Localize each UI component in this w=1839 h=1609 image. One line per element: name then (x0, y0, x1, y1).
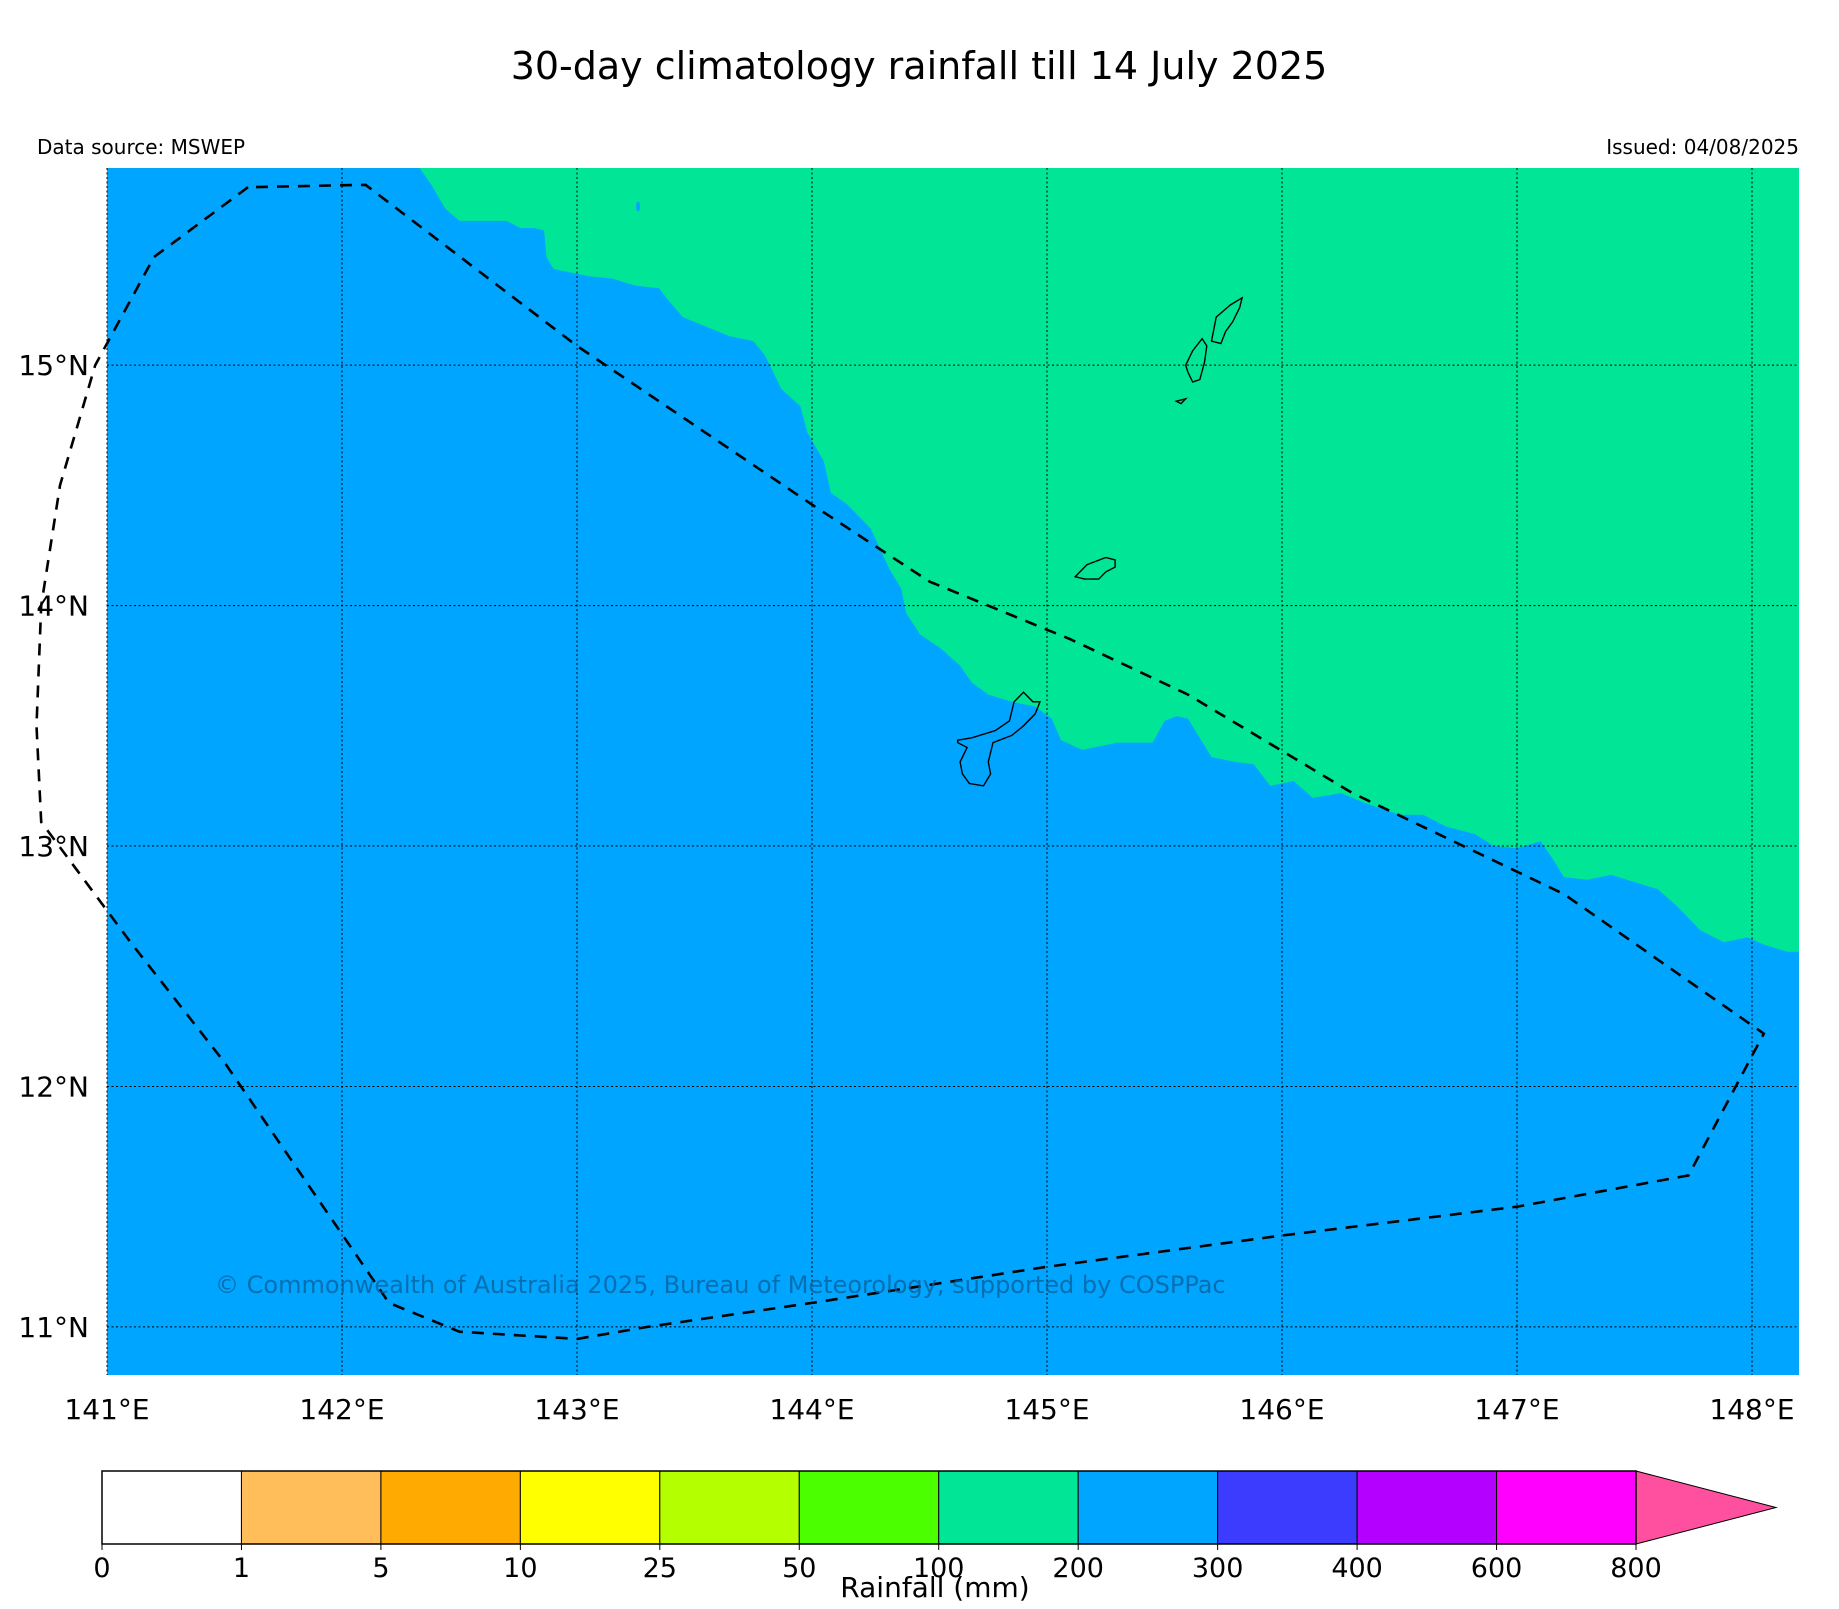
lat-tick-label: 15°N (18, 349, 89, 382)
data-source-label: Data source: MSWEP (37, 135, 245, 159)
colorbar-tick-label: 10 (503, 1553, 537, 1584)
map-area: © Commonwealth of Australia 2025, Bureau… (35, 168, 1800, 1375)
lat-tick-label: 11°N (18, 1311, 89, 1344)
colorbar-swatch (1496, 1470, 1637, 1545)
island-outline-rota (1073, 556, 1116, 580)
eez-boundary-line (35, 183, 1766, 1341)
axis-tick-labels: 141°E 142°E 143°E 144°E 145°E 146°E 147°E 148°E… (18, 349, 1794, 1426)
map-title: 30-day climatology rainfall till 14 July… (511, 44, 1328, 88)
copyright-notice: © Commonwealth of Australia 2025, Bureau… (215, 1271, 1226, 1299)
colorbar-tick-label: 5 (372, 1553, 389, 1584)
issued-date-label: Issued: 04/08/2025 (1606, 135, 1799, 159)
islands (957, 296, 1244, 787)
rainfall-zone-anomaly (636, 201, 641, 212)
lon-tick-label: 143°E (534, 1393, 619, 1426)
rainfall-zone-100-200 (419, 168, 1800, 952)
lat-tick-label: 12°N (18, 1070, 89, 1103)
colorbar-swatch (1356, 1470, 1498, 1545)
colorbar-tick-label: 400 (1331, 1553, 1383, 1584)
gridlines (106, 168, 1799, 1375)
lon-tick-label: 145°E (1004, 1393, 1089, 1426)
colorbar-swatch (240, 1470, 382, 1545)
colorbar-tick-label: 0 (93, 1553, 110, 1584)
colorbar-tick-label: 50 (782, 1553, 816, 1584)
colorbar-tick-label: 300 (1192, 1553, 1244, 1584)
island-outline-saipan (1184, 337, 1208, 383)
colorbar-swatch (1217, 1470, 1358, 1545)
island-outline-tinian (1174, 397, 1188, 405)
colorbar-extend-arrow (1635, 1470, 1778, 1545)
colorbar-frame (101, 1470, 1637, 1545)
colorbar-tick-label: 800 (1610, 1553, 1662, 1584)
colorbar-label: Rainfall (mm) (840, 1571, 1029, 1604)
colorbar-swatch (659, 1470, 800, 1545)
lon-tick-label: 146°E (1239, 1393, 1324, 1426)
colorbar-tick-label: 100 (913, 1553, 965, 1584)
colorbar-swatch (101, 1470, 242, 1545)
island-outline-farallon (1210, 296, 1244, 345)
colorbar-tick-label: 200 (1052, 1553, 1104, 1584)
lon-tick-label: 147°E (1474, 1393, 1559, 1426)
colorbar-tick-label: 1 (233, 1553, 250, 1584)
colorbar-swatch (380, 1470, 521, 1545)
colorbar-swatch (798, 1470, 940, 1545)
colorbar: 0 1 5 10 25 50 100 200 300 400 600 800 (93, 1470, 1778, 1584)
lat-tick-label: 13°N (18, 830, 89, 863)
lon-tick-label: 142°E (299, 1393, 384, 1426)
lat-tick-label: 14°N (18, 590, 89, 623)
lon-tick-label: 141°E (64, 1393, 149, 1426)
lon-tick-label: 144°E (769, 1393, 854, 1426)
colorbar-tick-label: 600 (1471, 1553, 1523, 1584)
colorbar-swatch (1077, 1470, 1219, 1545)
island-outline-guam (957, 691, 1042, 787)
lon-tick-label: 148°E (1709, 1393, 1794, 1426)
colorbar-swatch (519, 1470, 661, 1545)
colorbar-tick-label: 25 (643, 1553, 677, 1584)
colorbar-swatch (938, 1470, 1079, 1545)
